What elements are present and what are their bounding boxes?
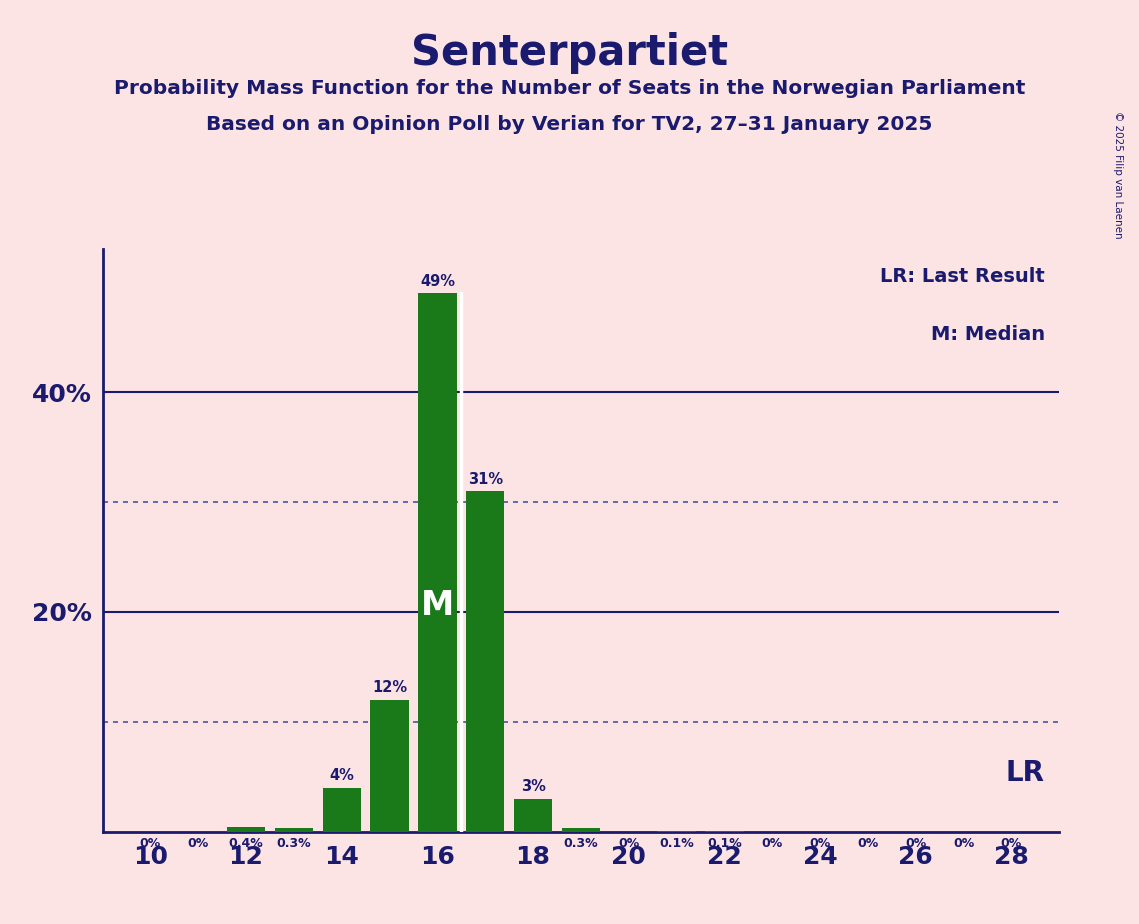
Text: 0%: 0% xyxy=(953,837,974,850)
Text: 49%: 49% xyxy=(420,274,454,289)
Text: 0.3%: 0.3% xyxy=(564,837,598,850)
Bar xyxy=(322,787,361,832)
Bar xyxy=(418,294,457,832)
Text: 0%: 0% xyxy=(906,837,926,850)
Bar xyxy=(227,827,265,832)
Text: M: M xyxy=(420,590,454,622)
Text: 0.3%: 0.3% xyxy=(277,837,311,850)
Text: 3%: 3% xyxy=(521,779,546,795)
Text: Probability Mass Function for the Number of Seats in the Norwegian Parliament: Probability Mass Function for the Number… xyxy=(114,79,1025,98)
Text: 0%: 0% xyxy=(618,837,639,850)
Bar xyxy=(370,699,409,832)
Text: 0%: 0% xyxy=(188,837,208,850)
Bar xyxy=(657,831,696,832)
Text: 12%: 12% xyxy=(372,680,407,696)
Text: 0%: 0% xyxy=(810,837,830,850)
Text: Senterpartiet: Senterpartiet xyxy=(411,32,728,74)
Text: © 2025 Filip van Laenen: © 2025 Filip van Laenen xyxy=(1114,111,1123,238)
Bar xyxy=(514,798,552,832)
Text: 0.1%: 0.1% xyxy=(707,837,741,850)
Text: Based on an Opinion Poll by Verian for TV2, 27–31 January 2025: Based on an Opinion Poll by Verian for T… xyxy=(206,115,933,134)
Text: 0.4%: 0.4% xyxy=(229,837,263,850)
Text: 0%: 0% xyxy=(858,837,878,850)
Text: LR: LR xyxy=(1006,760,1044,787)
Text: 0%: 0% xyxy=(762,837,782,850)
Bar xyxy=(562,828,600,832)
Bar xyxy=(705,831,744,832)
Bar xyxy=(466,492,505,832)
Text: 0%: 0% xyxy=(140,837,161,850)
Text: 31%: 31% xyxy=(468,472,502,487)
Text: M: Median: M: Median xyxy=(931,325,1044,344)
Bar xyxy=(274,828,313,832)
Text: 0.1%: 0.1% xyxy=(659,837,694,850)
Text: LR: Last Result: LR: Last Result xyxy=(880,267,1044,286)
Text: 0%: 0% xyxy=(1001,837,1022,850)
Text: 4%: 4% xyxy=(329,768,354,784)
